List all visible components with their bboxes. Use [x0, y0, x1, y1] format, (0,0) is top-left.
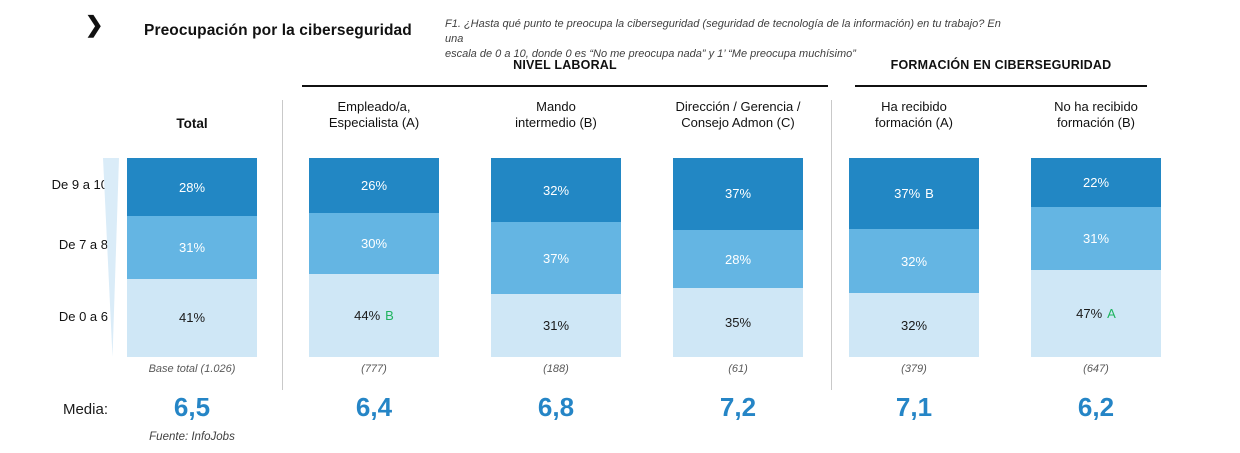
media-value-direccion-gerencia: 7,2	[719, 392, 757, 422]
segment-value-label: 22%	[1082, 174, 1110, 190]
base-label-no-ha-recibido-formacion: (647)	[1083, 363, 1109, 375]
bar-segment-mando-intermedio-de-0-a-6: 31%	[491, 294, 621, 357]
column-header-line: Consejo Admon (C)	[681, 115, 795, 131]
stacked-bar-total: 28% 31% 41%	[127, 158, 257, 357]
segment-value-label: 28%	[178, 179, 206, 195]
column-header-mando-intermedio: Mando intermedio (B)	[465, 94, 647, 132]
column-header-direccion-gerencia: Dirección / Gerencia / Consejo Admon (C)	[647, 94, 829, 132]
segment-value-label: 47%	[1076, 305, 1103, 321]
bar-segment-total-de-9-a-10: 28%	[127, 158, 257, 217]
segment-value-label: 32%	[900, 253, 928, 269]
media-value-no-ha-recibido-formacion: 6,2	[1077, 392, 1115, 422]
segment-value-label: 26%	[360, 178, 388, 194]
column-header-line: formación (A)	[874, 115, 954, 131]
stack-row-label-7-8: De 7 a 8	[58, 237, 108, 252]
bar-segment-empleado-especialista-de-0-a-6: 44% B	[309, 274, 439, 358]
base-label-direccion-gerencia: (61)	[728, 363, 748, 375]
segment-value-label: 37%	[894, 186, 921, 202]
bar-segment-no-ha-recibido-formacion-de-0-a-6: 47% A	[1031, 269, 1161, 357]
significance-letter: B	[925, 186, 934, 202]
segment-value-label: 32%	[542, 182, 570, 198]
segment-value-label: 37%	[724, 186, 752, 202]
media-value-empleado-especialista: 6,4	[355, 392, 393, 422]
bar-segment-total-de-7-a-8: 31%	[127, 216, 257, 279]
stacked-bar-mando-intermedio: 32% 37% 31%	[491, 158, 621, 357]
chevron-right-icon: ❯	[85, 12, 104, 37]
page-title: Preocupación por la ciberseguridad	[144, 22, 412, 39]
stacked-bar-empleado-especialista: 26% 30% 44% B	[309, 158, 439, 358]
segment-value-label: 30%	[360, 236, 388, 252]
column-header-line: Empleado/a,	[337, 98, 411, 114]
base-label-mando-intermedio: (188)	[543, 363, 569, 375]
bar-segment-ha-recibido-formacion-de-9-a-10: 37% B	[849, 158, 979, 230]
media-value-mando-intermedio: 6,8	[537, 392, 575, 422]
media-row-label: Media:	[62, 401, 108, 418]
column-divider-total-nivel	[282, 100, 283, 390]
column-header-line: intermedio (B)	[515, 115, 597, 131]
segment-value-label: 35%	[724, 315, 752, 331]
stack-row-label-0-6: De 0 a 6	[58, 309, 108, 324]
bar-segment-empleado-especialista-de-7-a-8: 30%	[309, 213, 439, 275]
section-header-formacion: FORMACIÓN EN CIBERSEGURIDAD	[890, 58, 1112, 72]
bar-segment-empleado-especialista-de-9-a-10: 26%	[309, 158, 439, 214]
section-underline-formacion	[855, 85, 1147, 87]
bar-segment-mando-intermedio-de-9-a-10: 32%	[491, 158, 621, 223]
column-header-line: Ha recibido	[881, 98, 947, 114]
segment-value-label: 28%	[724, 251, 752, 267]
question-footnote-line2: escala de 0 a 10, donde 0 es “No me preo…	[445, 47, 856, 60]
significance-letter: B	[385, 308, 394, 324]
column-header-no-ha-recibido-formacion: No ha recibido formación (B)	[1005, 94, 1187, 132]
bar-segment-direccion-gerencia-de-7-a-8: 28%	[673, 229, 803, 289]
section-underline-nivel-laboral	[302, 85, 828, 87]
column-header-line: Especialista (A)	[328, 115, 420, 131]
column-header-ha-recibido-formacion: Ha recibido formación (A)	[823, 94, 1005, 132]
column-divider-nivel-formacion	[831, 100, 832, 390]
segment-value-label: 31%	[542, 318, 570, 334]
source-note: Fuente: InfoJobs	[149, 431, 235, 443]
base-label-total: Base total (1.026)	[148, 363, 236, 375]
stack-row-label-9-10: De 9 a 10	[51, 177, 108, 192]
funnel-triangle-shape	[103, 158, 119, 357]
column-header-line: formación (B)	[1056, 115, 1136, 131]
column-header-line: Dirección / Gerencia /	[675, 98, 801, 114]
bar-segment-ha-recibido-formacion-de-7-a-8: 32%	[849, 229, 979, 294]
bar-segment-direccion-gerencia-de-9-a-10: 37%	[673, 158, 803, 230]
stacked-bar-direccion-gerencia: 37% 28% 35%	[673, 158, 803, 358]
bar-segment-direccion-gerencia-de-0-a-6: 35%	[673, 288, 803, 358]
column-header-empleado-especialista: Empleado/a, Especialista (A)	[283, 94, 465, 132]
segment-value-label: 44%	[354, 308, 381, 324]
bar-segment-no-ha-recibido-formacion-de-7-a-8: 31%	[1031, 206, 1161, 270]
segment-value-label: 31%	[178, 239, 206, 255]
bar-segment-no-ha-recibido-formacion-de-9-a-10: 22%	[1031, 158, 1161, 207]
column-header-line: No ha recibido	[1054, 98, 1138, 114]
significance-letter: A	[1107, 305, 1116, 321]
question-footnote-line1: F1. ¿Hasta qué punto te preocupa la cibe…	[445, 18, 1001, 45]
stacked-bar-no-ha-recibido-formacion: 22% 31% 47% A	[1031, 158, 1161, 357]
column-header-line: Total	[176, 115, 208, 131]
segment-value-label: 31%	[1082, 230, 1110, 246]
bar-segment-total-de-0-a-6: 41%	[127, 278, 257, 357]
question-footnote: F1. ¿Hasta qué punto te preocupa la cibe…	[445, 17, 1005, 62]
segment-value-label: 32%	[900, 317, 928, 333]
column-header-total: Total	[101, 94, 283, 132]
base-label-ha-recibido-formacion: (379)	[901, 363, 927, 375]
section-header-nivel-laboral: NIVEL LABORAL	[513, 58, 617, 72]
segment-value-label: 37%	[542, 250, 570, 266]
stacked-bar-ha-recibido-formacion: 37% B 32% 32%	[849, 158, 979, 358]
base-label-empleado-especialista: (777)	[361, 363, 387, 375]
bar-segment-ha-recibido-formacion-de-0-a-6: 32%	[849, 293, 979, 358]
bar-segment-mando-intermedio-de-7-a-8: 37%	[491, 222, 621, 295]
column-header-line: Mando	[536, 98, 576, 114]
segment-value-label: 41%	[178, 310, 206, 326]
media-value-total: 6,5	[173, 392, 211, 422]
media-value-ha-recibido-formacion: 7,1	[895, 392, 933, 422]
